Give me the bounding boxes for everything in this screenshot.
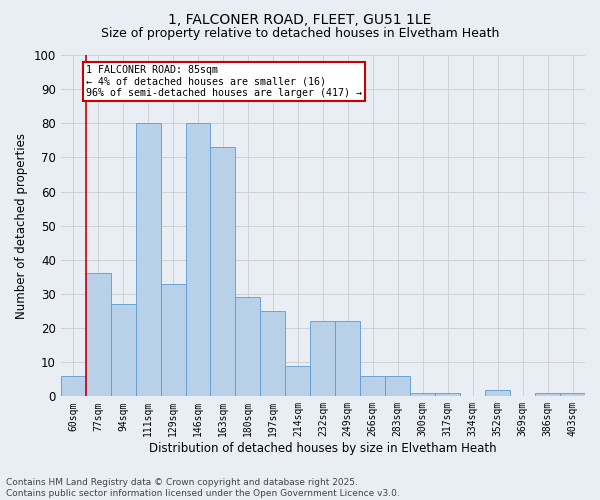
Bar [61, 376, 86, 396]
Bar [535, 393, 560, 396]
Text: 1, FALCONER ROAD, FLEET, GU51 1LE: 1, FALCONER ROAD, FLEET, GU51 1LE [169, 12, 431, 26]
Bar [335, 321, 360, 396]
Bar [185, 124, 211, 396]
Bar [485, 390, 510, 396]
Bar [310, 321, 335, 396]
X-axis label: Distribution of detached houses by size in Elvetham Heath: Distribution of detached houses by size … [149, 442, 497, 455]
Y-axis label: Number of detached properties: Number of detached properties [15, 132, 28, 318]
Text: Size of property relative to detached houses in Elvetham Heath: Size of property relative to detached ho… [101, 28, 499, 40]
Bar [235, 298, 260, 396]
Bar [385, 376, 410, 396]
Bar [560, 393, 585, 396]
Bar [136, 124, 161, 396]
Bar [286, 366, 310, 396]
Bar [435, 393, 460, 396]
Bar [110, 304, 136, 396]
Bar [211, 147, 235, 396]
Bar [260, 311, 286, 396]
Bar [86, 274, 110, 396]
Bar [161, 284, 185, 397]
Text: Contains HM Land Registry data © Crown copyright and database right 2025.
Contai: Contains HM Land Registry data © Crown c… [6, 478, 400, 498]
Bar [410, 393, 435, 396]
Bar [360, 376, 385, 396]
Text: 1 FALCONER ROAD: 85sqm
← 4% of detached houses are smaller (16)
96% of semi-deta: 1 FALCONER ROAD: 85sqm ← 4% of detached … [86, 65, 362, 98]
